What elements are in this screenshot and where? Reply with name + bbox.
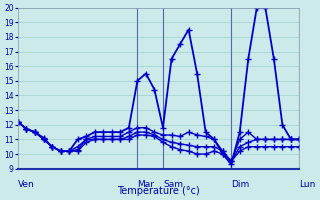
Text: Sam: Sam — [163, 180, 183, 189]
Text: Lun: Lun — [300, 180, 316, 189]
X-axis label: Température (°c): Température (°c) — [117, 185, 200, 196]
Text: Ven: Ven — [18, 180, 35, 189]
Text: Mar: Mar — [137, 180, 154, 189]
Text: Dim: Dim — [231, 180, 250, 189]
